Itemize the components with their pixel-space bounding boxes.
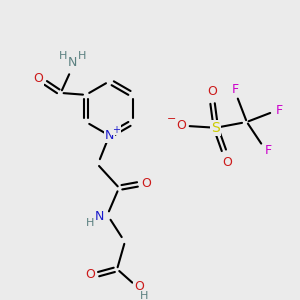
Text: O: O xyxy=(34,72,44,85)
Text: N: N xyxy=(68,56,77,69)
Text: H: H xyxy=(140,291,148,300)
Text: O: O xyxy=(141,177,151,190)
Text: H: H xyxy=(78,51,86,61)
Text: −: − xyxy=(167,114,176,124)
Text: O: O xyxy=(176,119,186,132)
Text: F: F xyxy=(232,82,239,95)
Text: O: O xyxy=(207,85,217,98)
Text: H: H xyxy=(86,218,94,228)
Text: N: N xyxy=(95,210,104,223)
Text: O: O xyxy=(85,268,95,281)
Text: F: F xyxy=(276,104,283,117)
Text: F: F xyxy=(265,145,272,158)
Text: O: O xyxy=(134,280,144,293)
Text: O: O xyxy=(223,156,232,169)
Text: S: S xyxy=(212,121,220,135)
Text: +: + xyxy=(112,125,120,135)
Text: N: N xyxy=(105,129,114,142)
Text: H: H xyxy=(58,51,67,61)
